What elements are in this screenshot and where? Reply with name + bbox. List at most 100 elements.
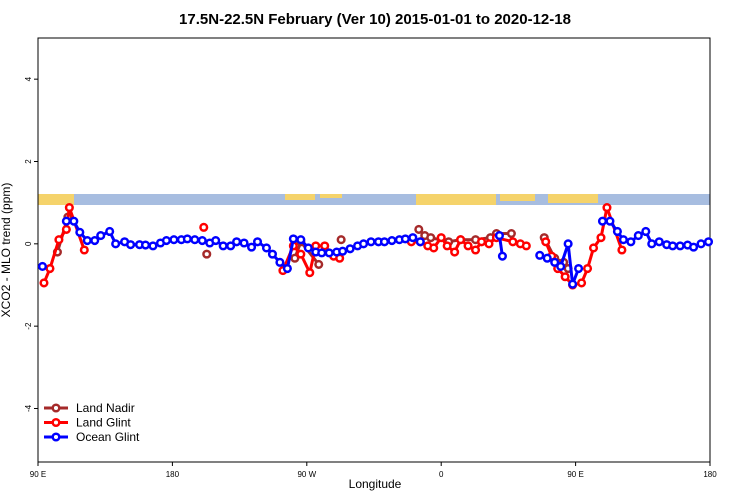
- data-point: [211, 235, 221, 246]
- data-point: [61, 224, 71, 234]
- data-point: [226, 241, 236, 251]
- data-point: [199, 222, 209, 232]
- series-segment: [285, 238, 295, 269]
- data-point: [617, 245, 627, 255]
- data-point: [111, 239, 121, 249]
- x-tick-label: 90 W: [297, 470, 316, 479]
- data-point: [668, 241, 678, 251]
- y-axis-label: XCO2 - MLO trend (ppm): [0, 183, 13, 318]
- data-point: [252, 237, 263, 247]
- legend-marker: [51, 403, 61, 413]
- data-point: [305, 268, 315, 278]
- data-point: [317, 248, 327, 258]
- data-point: [535, 250, 545, 260]
- data-point: [618, 235, 628, 245]
- data-point: [338, 246, 348, 256]
- data-point: [232, 237, 242, 247]
- data-point: [261, 243, 272, 253]
- data-point: [379, 237, 390, 247]
- data-point: [400, 234, 410, 244]
- data-point: [521, 241, 531, 251]
- data-point: [275, 257, 285, 267]
- data-point: [574, 263, 584, 274]
- y-tick-label: 4: [24, 76, 33, 81]
- data-point: [303, 243, 313, 253]
- data-point: [675, 241, 685, 251]
- data-point: [39, 278, 49, 288]
- data-point: [563, 239, 573, 249]
- data-point: [429, 243, 439, 253]
- data-point: [588, 243, 599, 253]
- data-point: [61, 216, 71, 226]
- data-point: [358, 239, 369, 249]
- data-point: [290, 253, 300, 263]
- data-point: [494, 231, 504, 241]
- data-point: [654, 237, 664, 247]
- data-point: [69, 216, 79, 226]
- data-point: [90, 235, 100, 246]
- y-tick-label: 0: [24, 241, 33, 246]
- legend-label: Land Nadir: [76, 401, 135, 415]
- data-point: [345, 244, 355, 254]
- data-point: [202, 249, 212, 259]
- data-point: [597, 216, 608, 226]
- legend-label: Ocean Glint: [76, 430, 140, 444]
- x-tick-label: 180: [166, 470, 180, 479]
- data-point: [577, 278, 587, 288]
- series-segment: [566, 243, 575, 285]
- data-point: [612, 226, 622, 237]
- y-tick-label: -2: [24, 322, 33, 330]
- data-point: [246, 242, 257, 252]
- data-point: [426, 233, 436, 243]
- data-point: [647, 239, 657, 249]
- data-point: [148, 241, 158, 251]
- data-point: [484, 239, 494, 249]
- data-point: [476, 237, 487, 247]
- series-segment: [48, 239, 61, 269]
- data-point: [197, 235, 207, 246]
- data-point: [596, 233, 606, 243]
- data-point: [456, 235, 466, 245]
- data-point: [336, 235, 346, 245]
- data-point: [45, 263, 55, 274]
- x-tick-label: 180: [703, 470, 717, 479]
- x-tick-label: 90 E: [30, 470, 46, 479]
- data-point: [96, 231, 106, 241]
- data-point: [82, 235, 92, 246]
- data-point: [169, 235, 179, 245]
- data-point: [626, 237, 636, 247]
- x-axis-label: Longitude: [349, 477, 402, 491]
- data-point: [703, 237, 714, 247]
- chart-title: 17.5N-22.5N February (Ver 10) 2015-01-01…: [179, 11, 571, 28]
- legend-label: Land Glint: [76, 416, 131, 430]
- data-point: [296, 235, 306, 245]
- data-point: [218, 241, 228, 251]
- data-point: [550, 257, 560, 267]
- data-point: [408, 233, 418, 243]
- data-point: [470, 245, 481, 255]
- data-point: [641, 226, 651, 237]
- y-tick-label: -4: [24, 404, 33, 412]
- data-point: [267, 249, 278, 259]
- data-point: [239, 238, 249, 248]
- data-point: [282, 263, 292, 274]
- data-point: [161, 235, 171, 246]
- data-point: [442, 241, 452, 251]
- data-point: [450, 247, 460, 257]
- data-point: [605, 216, 615, 226]
- data-point: [320, 241, 330, 251]
- data-point: [696, 239, 706, 249]
- data-point: [568, 279, 578, 289]
- data-point: [508, 237, 518, 247]
- data-point: [75, 227, 85, 237]
- data-point: [54, 235, 64, 245]
- data-point: [436, 233, 446, 243]
- data-point: [633, 231, 643, 241]
- map-strip: [38, 194, 710, 205]
- data-point: [506, 228, 516, 239]
- data-point: [556, 261, 566, 272]
- data-point: [560, 272, 570, 282]
- data-point: [366, 237, 376, 247]
- data-point: [541, 237, 551, 247]
